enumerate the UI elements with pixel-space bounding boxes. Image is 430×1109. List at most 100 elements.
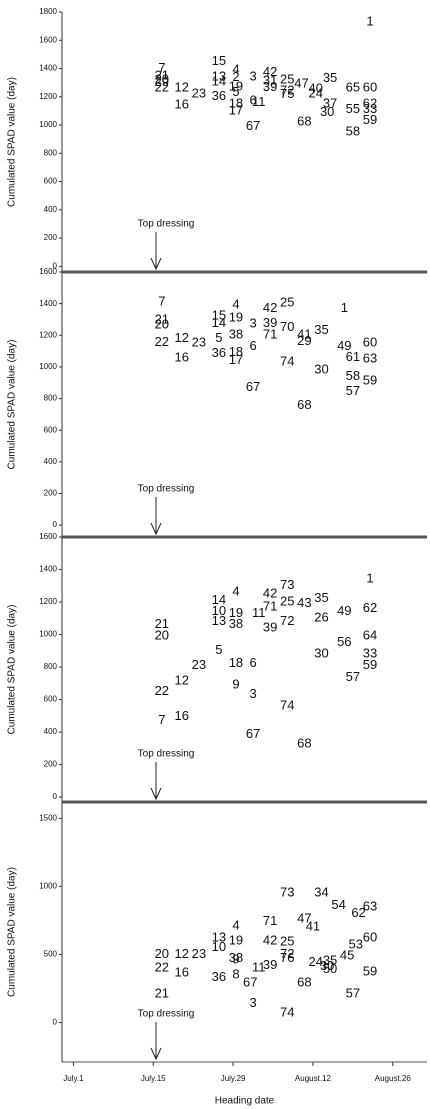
point-label: 20 [155,71,169,86]
point-label: 57 [346,383,360,398]
point-label: 39 [263,315,277,330]
y-tick-label: 1600 [39,532,57,541]
y-tick-label: 0 [53,1018,58,1027]
point-label: 19 [229,932,243,947]
point-label: 1 [366,571,373,586]
point-label: 11 [252,94,266,109]
point-label: 25 [280,593,294,608]
y-tick-label: 0 [53,520,58,529]
point-label: 30 [320,958,334,973]
x-axis-label: Heading date [215,1096,275,1107]
point-label: 35 [323,953,337,968]
point-label: 17 [229,102,243,117]
point-label: 35 [314,322,328,337]
point-label: 21 [155,68,169,83]
y-tick-label: 1000 [39,120,57,129]
point-label: 37 [323,95,337,110]
point-label: 50 [323,961,337,976]
y-axis-label: Cumulated SPAD value (day) [7,605,18,735]
point-label: 22 [155,683,169,698]
point-label: 14 [212,73,226,88]
point-label: 55 [346,101,360,116]
point-label: 36 [212,969,226,984]
point-label: 6 [249,92,256,107]
point-label: 47 [294,76,308,91]
point-label: 71 [263,598,277,613]
point-label: 22 [155,960,169,975]
point-label: 7 [158,712,165,727]
y-tick-label: 1000 [39,630,57,639]
point-label: 60 [363,80,377,95]
y-tick-label: 800 [44,394,58,403]
point-label: 62 [351,905,365,920]
point-label: 38 [229,327,243,342]
point-label: 3 [249,68,256,83]
point-label: 39 [263,957,277,972]
point-label: 19 [229,309,243,324]
point-label: 53 [348,936,362,951]
point-label: 4 [232,297,239,312]
point-label: 62 [363,600,377,615]
point-label: 42 [263,64,277,79]
point-label: 19 [229,605,243,620]
point-label: 36 [212,88,226,103]
point-label: 42 [263,300,277,315]
x-tick-label: July.1 [63,1074,84,1083]
x-tick-label: July.15 [141,1074,166,1083]
point-label: 20 [155,316,169,331]
point-label: 72 [280,613,294,628]
point-label: 3 [249,316,256,331]
point-label: 12 [175,672,189,687]
y-tick-label: 600 [44,695,58,704]
point-label: 68 [297,736,311,751]
y-axis-label: Cumulated SPAD value (day) [7,340,18,470]
point-label: 43 [297,595,311,610]
point-label: 36 [212,345,226,360]
point-label: 4 [232,61,239,76]
point-label: 30 [314,362,328,377]
y-axis-label: Cumulated SPAD value (day) [7,77,18,207]
point-label: 13 [212,930,226,945]
arrow-head [150,1047,162,1061]
arrow-head [150,522,162,536]
point-label: 8 [232,966,239,981]
point-label: 59 [363,964,377,979]
point-label: 1 [366,13,373,28]
point-label: 4 [232,917,239,932]
point-label: 74 [280,1004,294,1019]
point-label: 73 [280,577,294,592]
point-label: 42 [263,932,277,947]
point-label: 57 [346,669,360,684]
point-label: 24 [309,85,323,100]
x-tick-label: August.26 [375,1074,412,1083]
point-label: 22 [155,334,169,349]
point-label: 58 [346,124,360,139]
point-label: 72 [280,946,294,961]
point-label: 30 [320,104,334,119]
point-label: 15 [212,53,226,68]
point-label: 7 [158,293,165,308]
point-label: 54 [331,897,345,912]
point-label: 65 [346,80,360,95]
point-label: 16 [175,350,189,365]
y-tick-label: 400 [44,727,58,736]
y-tick-label: 400 [44,205,58,214]
point-label: 19 [229,78,243,93]
point-label: 49 [337,338,351,353]
y-tick-label: 200 [44,233,58,242]
point-label: 12 [175,330,189,345]
y-tick-label: 400 [44,457,58,466]
point-label: 5 [215,642,222,657]
point-label: 5 [215,330,222,345]
point-label: 72 [280,83,294,98]
point-label: 25 [280,294,294,309]
y-tick-label: 1000 [39,882,57,891]
y-axis-label: Cumulated SPAD value (day) [7,867,18,997]
point-label: 40 [309,80,323,95]
point-label: 33 [363,645,377,660]
y-tick-label: 1800 [39,7,57,16]
point-label: 45 [340,947,354,962]
point-label: 15 [212,308,226,323]
point-label: 29 [297,333,311,348]
